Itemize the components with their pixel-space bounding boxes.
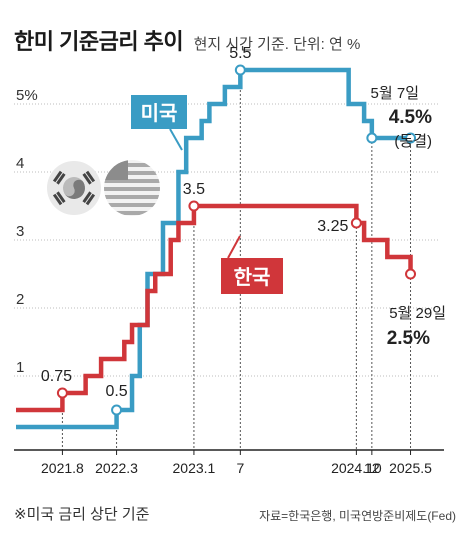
korea-flag-icon bbox=[47, 161, 101, 215]
callout-us bbox=[169, 128, 183, 151]
data-label-us-5.5: 5.5 bbox=[229, 45, 251, 62]
y-tick-label: 2 bbox=[16, 291, 24, 308]
source-credit: 자료=한국은행, 미국연방준비제도(Fed) bbox=[259, 509, 456, 523]
label-layer: 0.5 5.5 0.75 3.5 3.25 5월 7일 4.5% (동결) 5월 29일 2.5% bbox=[41, 45, 446, 400]
series-line-kr bbox=[16, 203, 413, 413]
badge-kr bbox=[221, 258, 283, 294]
series-name-us: 미국 bbox=[141, 102, 178, 125]
marker-us bbox=[366, 132, 378, 144]
kr-end-value: 2.5% bbox=[387, 328, 430, 349]
y-tick-label: 1 bbox=[16, 359, 24, 376]
marker-us bbox=[405, 132, 417, 144]
x-tick-label: 2024.10 bbox=[331, 460, 382, 476]
y-tick-label: 4 bbox=[16, 155, 24, 172]
badge-us bbox=[131, 95, 187, 129]
grid-layer: 1 2 3 4 5% bbox=[14, 87, 440, 377]
data-label-kr-3.25: 3.25 bbox=[317, 218, 348, 235]
chart-title: 한미 기준금리 추이 bbox=[14, 29, 184, 54]
x-tick-label: 2022.3 bbox=[95, 460, 138, 476]
us-end-value: 4.5% bbox=[389, 107, 432, 128]
us-end-date: 5월 7일 bbox=[371, 85, 419, 102]
callout-kr bbox=[227, 235, 241, 259]
marker-kr bbox=[188, 200, 200, 212]
marker-us bbox=[111, 404, 123, 416]
marker-kr bbox=[56, 387, 68, 399]
kr-end-date: 5월 29일 bbox=[389, 305, 446, 322]
x-tick-label: 2021.8 bbox=[41, 460, 84, 476]
marker-kr bbox=[405, 268, 417, 280]
data-label-us-0.5: 0.5 bbox=[105, 383, 127, 400]
data-label-kr-0.75: 0.75 bbox=[41, 368, 72, 385]
usa-flag-icon bbox=[104, 160, 160, 216]
data-label-kr-3.5: 3.5 bbox=[183, 181, 205, 198]
marker-kr bbox=[350, 217, 362, 229]
series-name-kr: 한국 bbox=[234, 266, 271, 289]
us-end-note: (동결) bbox=[394, 133, 432, 150]
y-tick-label: 3 bbox=[16, 223, 24, 240]
x-tick-label: 12 bbox=[364, 460, 380, 476]
marker-us bbox=[234, 64, 246, 76]
x-tick-label: 7 bbox=[236, 460, 244, 476]
x-tick-label: 2023.1 bbox=[173, 460, 216, 476]
footnote: ※미국 금리 상단 기준 bbox=[14, 506, 150, 523]
y-tick-label: 5% bbox=[16, 87, 38, 104]
flag-group bbox=[47, 160, 160, 216]
series-line-us bbox=[16, 67, 411, 430]
title-row: 한미 기준금리 추이 현지 시간 기준. 단위: 연 % bbox=[14, 24, 360, 56]
chart-subtitle: 현지 시간 기준. 단위: 연 % bbox=[193, 36, 361, 53]
marker-layer bbox=[56, 64, 417, 416]
x-tick-label: 2025.5 bbox=[389, 460, 432, 476]
